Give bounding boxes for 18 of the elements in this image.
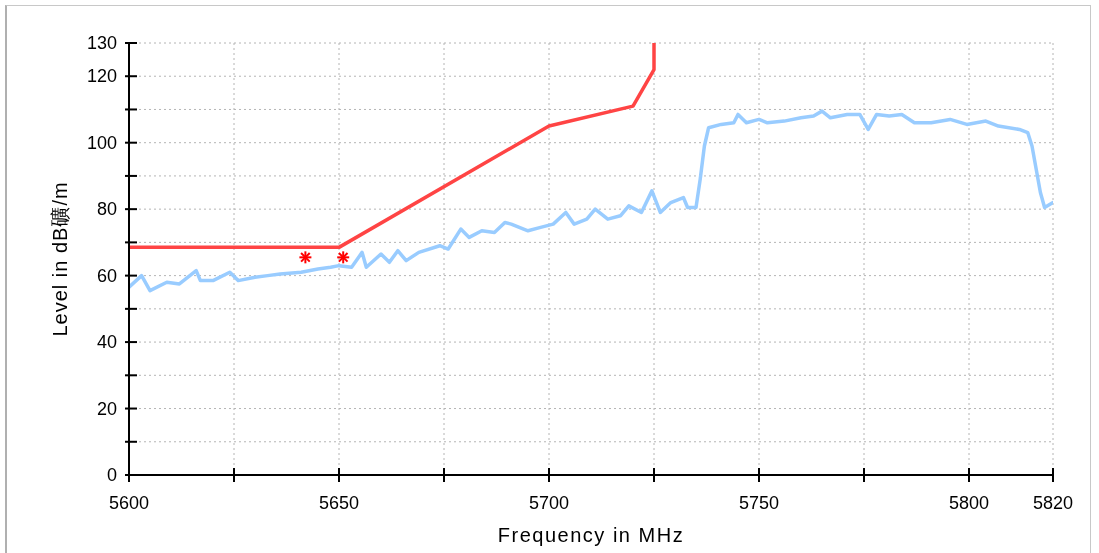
x-tick-label: 5650 [318, 493, 360, 513]
x-tick-label: 5700 [528, 493, 570, 513]
y-axis-title: Level in dB礦/m [49, 181, 71, 337]
x-tick-label: 5600 [108, 493, 150, 513]
y-tick-label: 80 [96, 199, 117, 220]
x-axis-title: Frequency in MHz [497, 524, 685, 546]
y-tick-label: 130 [86, 33, 117, 53]
y-tick-label: 120 [86, 66, 117, 87]
x-tick-label: 5800 [948, 493, 990, 513]
line-series [129, 109, 1053, 293]
y-tick-label: 40 [96, 332, 117, 353]
line-series [129, 43, 656, 250]
y-tick-label: 100 [86, 132, 117, 153]
y-tick-label: 20 [96, 398, 117, 419]
x-tick-label: 5750 [738, 493, 780, 513]
y-tick-label: 0 [106, 465, 117, 485]
y-tick-label: 60 [96, 265, 117, 286]
x-tick-label: 5820 [1032, 493, 1074, 513]
